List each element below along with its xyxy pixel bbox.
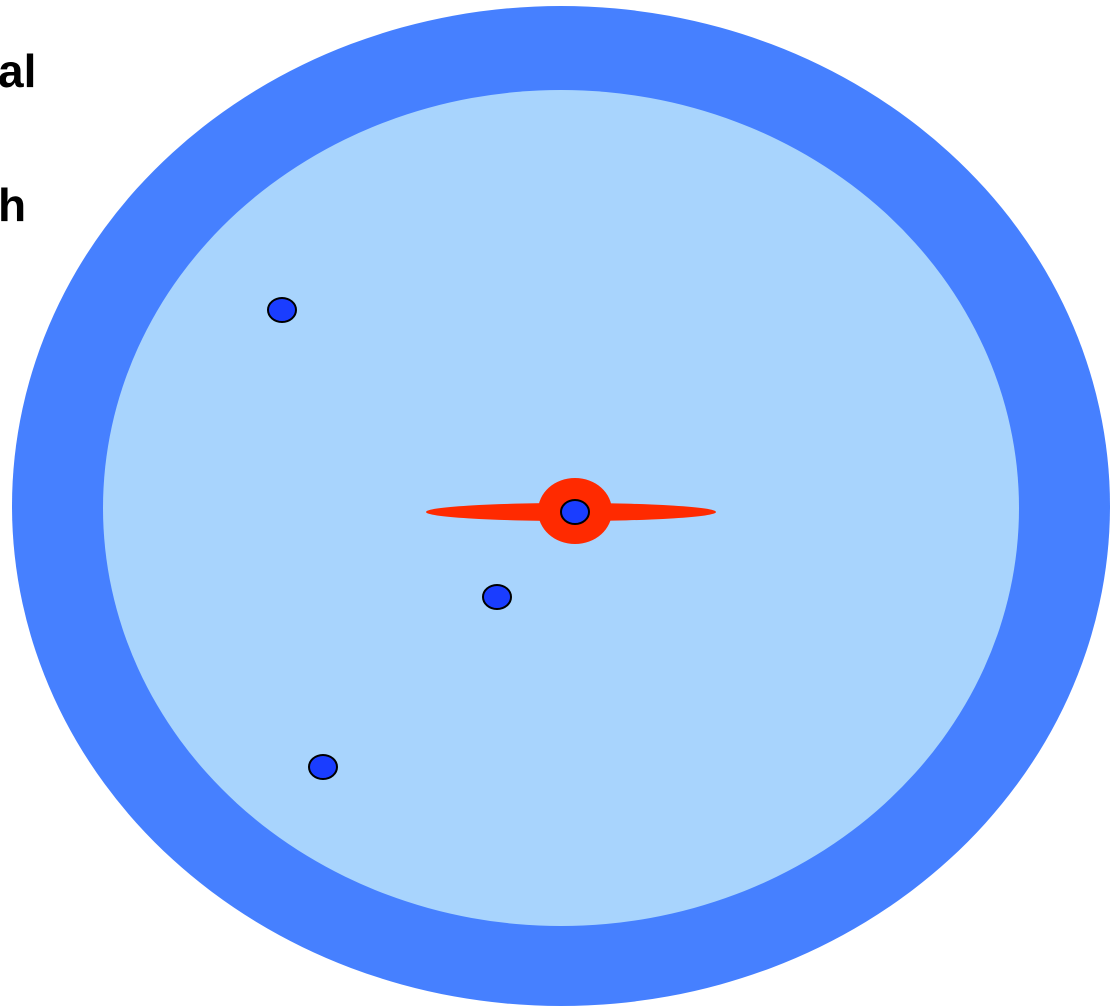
blue-dot-icon xyxy=(308,754,338,780)
text-fragment-al: al xyxy=(0,45,37,97)
blue-dot-icon xyxy=(482,584,512,610)
text-fragment-h: h xyxy=(0,179,27,231)
blue-dot-icon xyxy=(267,297,297,323)
blue-dot-icon xyxy=(560,499,590,525)
